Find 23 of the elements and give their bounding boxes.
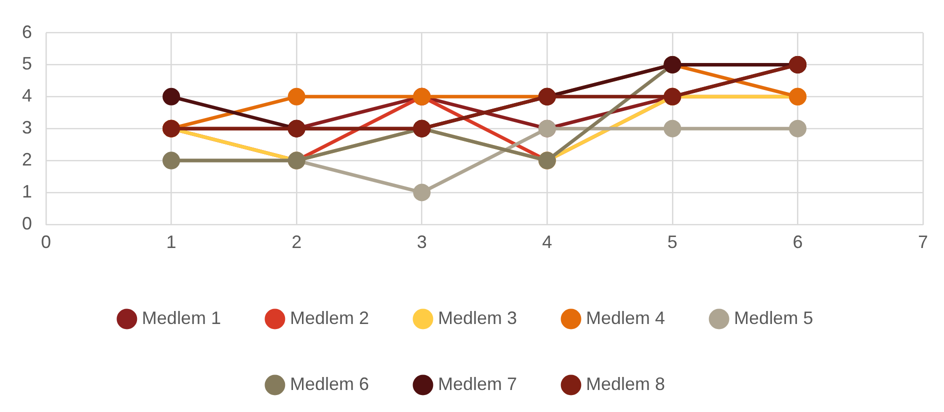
x-tick-label: 4: [542, 232, 552, 252]
x-tick-label: 1: [166, 232, 176, 252]
y-tick-label: 6: [22, 22, 32, 42]
legend-label: Medlem 2: [290, 308, 369, 328]
x-tick-label: 0: [41, 232, 52, 252]
legend-label: Medlem 5: [734, 308, 814, 328]
y-tick-label: 2: [22, 150, 32, 170]
x-tick-label: 2: [292, 232, 302, 252]
y-tick-label: 5: [22, 54, 32, 74]
y-tick-label: 4: [22, 86, 32, 106]
x-tick-label: 7: [918, 232, 928, 252]
legend-label: Medlem 6: [290, 374, 369, 394]
legend-label: Medlem 3: [438, 308, 518, 328]
legend-label: Medlem 8: [586, 374, 666, 394]
y-tick-label: 0: [22, 213, 32, 234]
legend-label: Medlem 4: [586, 308, 666, 328]
x-tick-label: 6: [792, 232, 803, 252]
legend-label: Medlem 1: [142, 308, 221, 328]
y-tick-label: 1: [22, 181, 32, 202]
legend-label: Medlem 7: [438, 374, 518, 394]
y-tick-label: 3: [22, 118, 32, 138]
x-tick-label: 5: [667, 232, 678, 252]
x-tick-label: 3: [416, 232, 427, 252]
